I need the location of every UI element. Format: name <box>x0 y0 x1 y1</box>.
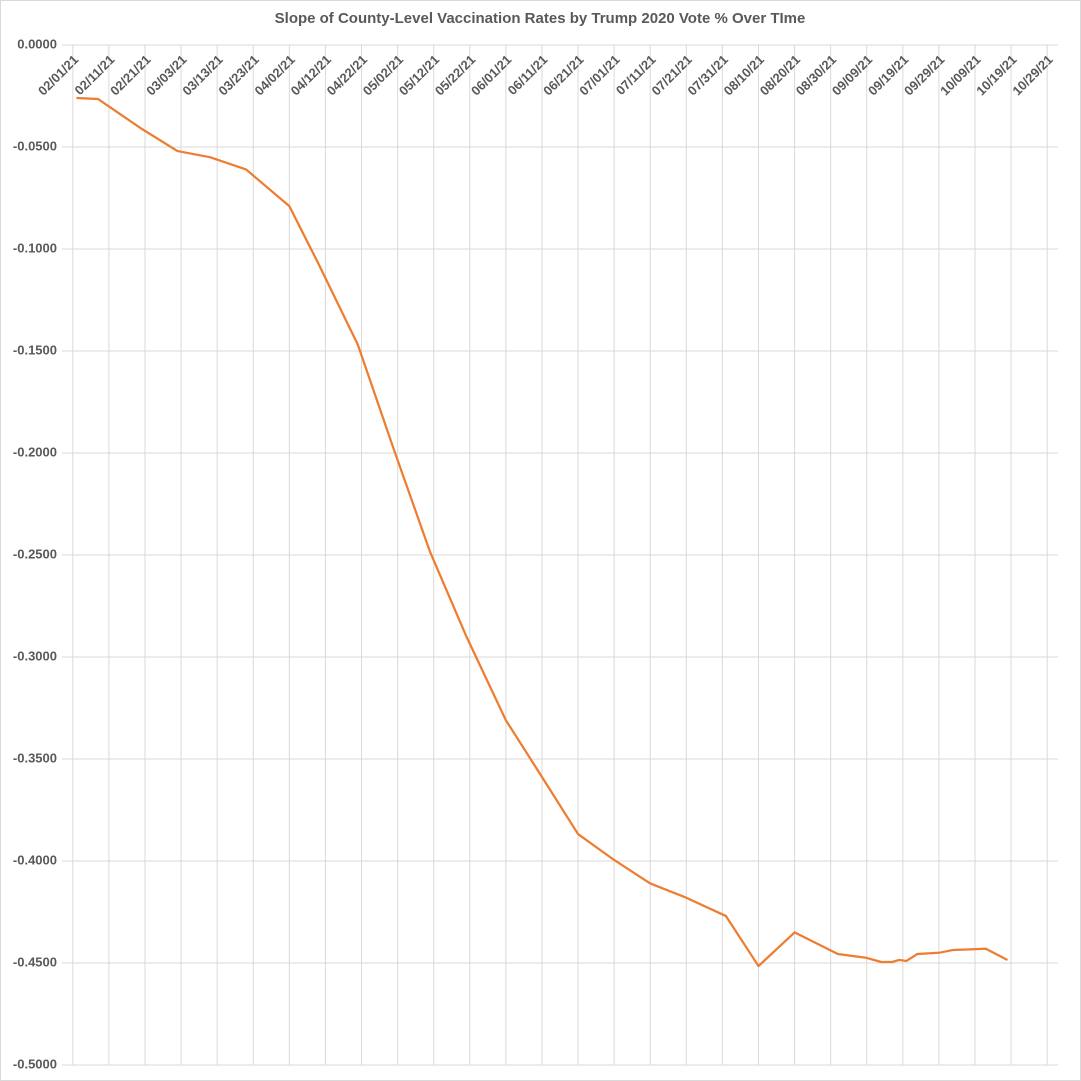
y-tick-label: -0.3500 <box>13 750 57 765</box>
y-tick-label: 0.0000 <box>17 36 57 51</box>
y-tick-label: -0.2000 <box>13 444 57 459</box>
chart-title: Slope of County-Level Vaccination Rates … <box>275 10 806 27</box>
y-tick-label: -0.4500 <box>13 954 57 969</box>
y-tick-label: -0.4000 <box>13 852 57 867</box>
y-tick-label: -0.1500 <box>13 342 57 357</box>
y-tick-label: -0.3000 <box>13 648 57 663</box>
y-tick-label: -0.2500 <box>13 546 57 561</box>
y-tick-label: -0.5000 <box>13 1056 57 1071</box>
y-tick-label: -0.0500 <box>13 138 57 153</box>
line-series <box>76 96 1008 968</box>
y-tick-label: -0.1000 <box>13 240 57 255</box>
